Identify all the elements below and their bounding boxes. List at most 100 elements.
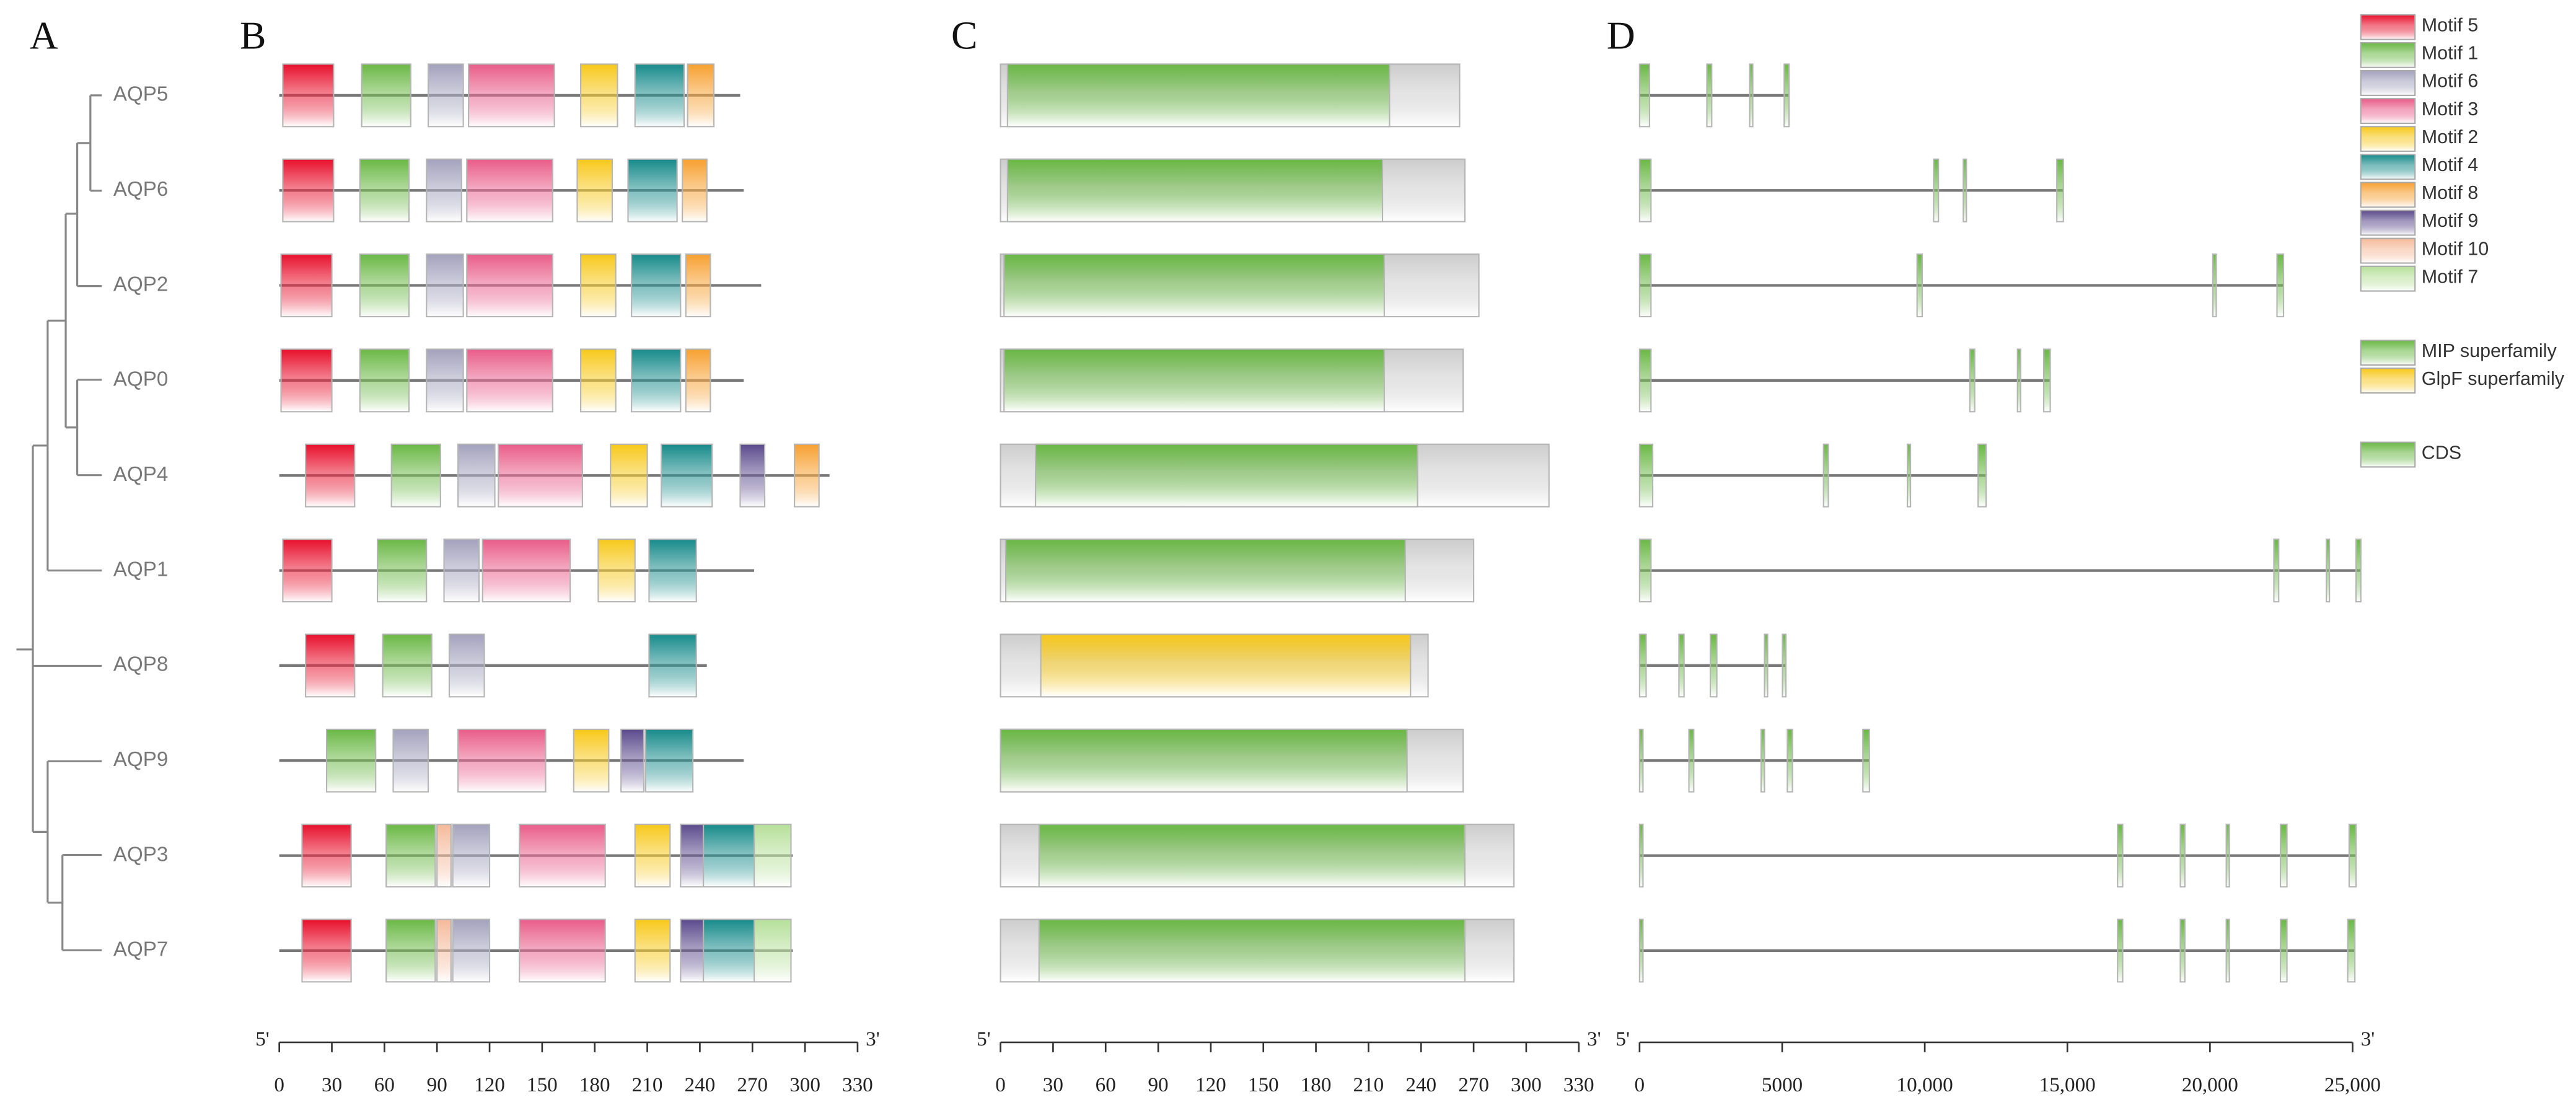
cds-exon xyxy=(1638,63,1651,128)
motif-box xyxy=(376,539,428,603)
tree-branches xyxy=(16,94,102,951)
cds-exon xyxy=(1638,728,1644,793)
cds-exon xyxy=(2042,348,2051,413)
legend-swatch xyxy=(2360,368,2416,394)
motif-box xyxy=(436,918,452,983)
motif-box xyxy=(753,918,792,983)
cds-exon xyxy=(2276,253,2285,318)
end-label: 3' xyxy=(866,1028,880,1050)
cds-exon xyxy=(1709,633,1718,698)
x-tick-label: 90 xyxy=(1148,1073,1168,1096)
domain-box xyxy=(1003,348,1385,413)
motif-box xyxy=(282,158,335,222)
motif-box xyxy=(466,158,553,222)
motif-box xyxy=(634,63,685,128)
motif-box xyxy=(359,158,410,222)
legend-swatch xyxy=(2360,237,2416,264)
gene-label: AQP6 xyxy=(113,178,168,201)
motif-box xyxy=(580,253,617,318)
motif-box xyxy=(282,539,333,603)
motif-box xyxy=(481,539,571,603)
cds-exon xyxy=(1706,63,1713,128)
cds-exon xyxy=(1862,728,1870,793)
domain-box xyxy=(1006,158,1384,222)
legend-label: MIP superfamily xyxy=(2422,340,2557,361)
domain-box xyxy=(1004,539,1406,603)
x-tick-label: 300 xyxy=(1511,1073,1542,1096)
motif-box xyxy=(580,348,617,413)
x-tick-label: 180 xyxy=(579,1073,610,1096)
cds-exon xyxy=(1963,158,1967,222)
gene-label: AQP9 xyxy=(113,748,168,771)
motif-box xyxy=(466,253,553,318)
cds-exon xyxy=(1787,728,1793,793)
phylogenetic-tree xyxy=(16,94,102,951)
end-label: 5' xyxy=(255,1028,270,1050)
x-tick-label: 330 xyxy=(842,1073,873,1096)
domain-box xyxy=(1035,443,1418,508)
motif-box xyxy=(466,348,553,413)
domain-box xyxy=(1003,253,1385,318)
x-tick-label: 0 xyxy=(1635,1073,1645,1096)
domain-box xyxy=(1038,824,1466,888)
x-tick-label: 210 xyxy=(632,1073,663,1096)
motif-box xyxy=(426,253,464,318)
motif-box xyxy=(631,253,682,318)
gene-label: AQP5 xyxy=(113,83,168,106)
cds-exon xyxy=(1760,728,1765,793)
x-tick-label: 30 xyxy=(1043,1073,1063,1096)
legend-label: Motif 6 xyxy=(2422,71,2478,92)
motif-box xyxy=(282,63,335,128)
motif-box xyxy=(457,443,496,508)
cds-exon xyxy=(2355,539,2362,603)
x-tick-label: 180 xyxy=(1301,1073,1332,1096)
motif-box xyxy=(452,918,491,983)
motif-box xyxy=(610,443,648,508)
cds-exon xyxy=(2279,824,2288,888)
motif-box xyxy=(648,633,697,698)
motif-box xyxy=(519,918,606,983)
x-tick-label: 5000 xyxy=(1762,1073,1803,1096)
end-label: 5' xyxy=(977,1028,991,1050)
domain-box xyxy=(1038,918,1466,983)
panel-label: B xyxy=(240,13,266,57)
x-tick-label: 0 xyxy=(274,1073,284,1096)
cds-exon xyxy=(1969,348,1976,413)
motif-box xyxy=(457,728,547,793)
domain-box xyxy=(1000,728,1408,793)
cds-exon xyxy=(1906,443,1912,508)
x-tick-label: 120 xyxy=(474,1073,505,1096)
cds-exon xyxy=(1638,918,1644,983)
legend-label: Motif 9 xyxy=(2422,210,2478,231)
legend-swatch xyxy=(2360,340,2416,366)
x-tick-label: 60 xyxy=(374,1073,395,1096)
motif-box xyxy=(305,443,356,508)
legend-swatch xyxy=(2360,209,2416,236)
legend-swatch xyxy=(2360,441,2416,468)
cds-exon xyxy=(2117,824,2124,888)
cds-exon xyxy=(2225,918,2230,983)
motif-box xyxy=(620,728,644,793)
x-tick-label: 0 xyxy=(995,1073,1006,1096)
x-tick-label: 20,000 xyxy=(2182,1073,2238,1096)
motif-box xyxy=(753,824,792,888)
cds-exon xyxy=(2016,348,2021,413)
motif-box xyxy=(280,253,333,318)
x-tick-label: 150 xyxy=(1248,1073,1279,1096)
motif-box xyxy=(443,539,480,603)
cds-exon xyxy=(1638,158,1652,222)
motif-box xyxy=(359,253,410,318)
end-label: 5' xyxy=(1615,1028,1630,1050)
legend-label: Motif 3 xyxy=(2422,99,2478,120)
legend-swatch xyxy=(2360,126,2416,152)
legend-label: Motif 5 xyxy=(2422,14,2478,35)
motif-box xyxy=(682,158,708,222)
cds-exon xyxy=(1916,253,1923,318)
panel-label: D xyxy=(1607,13,1635,57)
legend-label: Motif 7 xyxy=(2422,266,2478,287)
legend-swatch xyxy=(2360,98,2416,125)
x-tick-label: 10,000 xyxy=(1897,1073,1953,1096)
motif-box xyxy=(702,824,755,888)
cds-exon xyxy=(1638,633,1647,698)
legend-swatch xyxy=(2360,70,2416,96)
